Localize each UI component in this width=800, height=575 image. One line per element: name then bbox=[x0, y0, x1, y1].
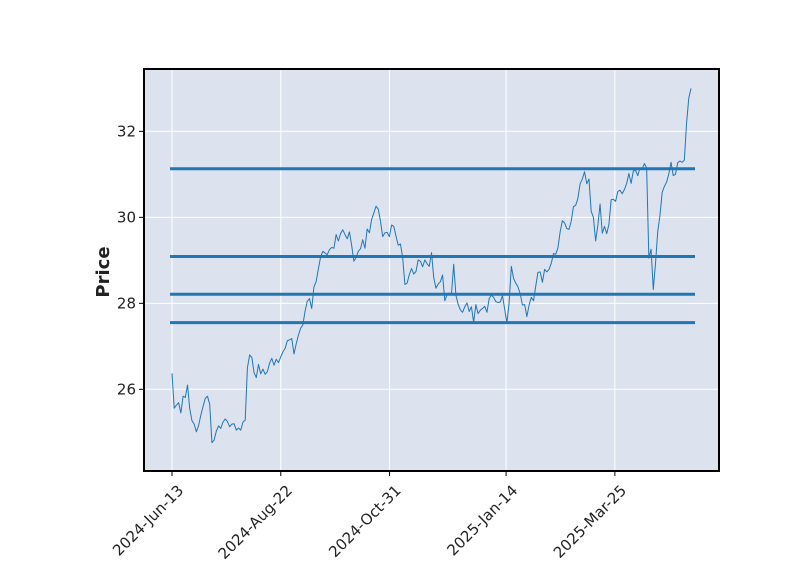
x-tick-label: 2024-Oct-31 bbox=[325, 481, 405, 561]
x-tick-label: 2024-Jun-13 bbox=[109, 481, 187, 559]
y-tick-label: 32 bbox=[117, 122, 136, 140]
x-tick-label: 2025-Mar-25 bbox=[550, 481, 630, 561]
x-tick-label: 2024-Aug-22 bbox=[215, 481, 296, 562]
x-axis-ticks: 2024-Jun-13 2024-Aug-22 2024-Oct-31 2025-Ja… bbox=[109, 471, 630, 563]
plot-frame bbox=[143, 68, 720, 472]
y-axis-ticks: 26 28 30 32 bbox=[117, 122, 144, 398]
y-gridlines bbox=[144, 130, 719, 390]
plot-background bbox=[144, 69, 719, 471]
y-tick-label: 28 bbox=[117, 294, 136, 312]
x-tick-label: 2025-Jan-14 bbox=[443, 481, 521, 559]
y-tick-label: 30 bbox=[117, 208, 136, 226]
y-axis-label: Price bbox=[93, 246, 114, 297]
y-tick-label: 26 bbox=[117, 380, 136, 398]
price-series-line bbox=[171, 88, 692, 444]
horizontal-levels bbox=[170, 167, 695, 325]
x-gridlines bbox=[171, 69, 616, 471]
